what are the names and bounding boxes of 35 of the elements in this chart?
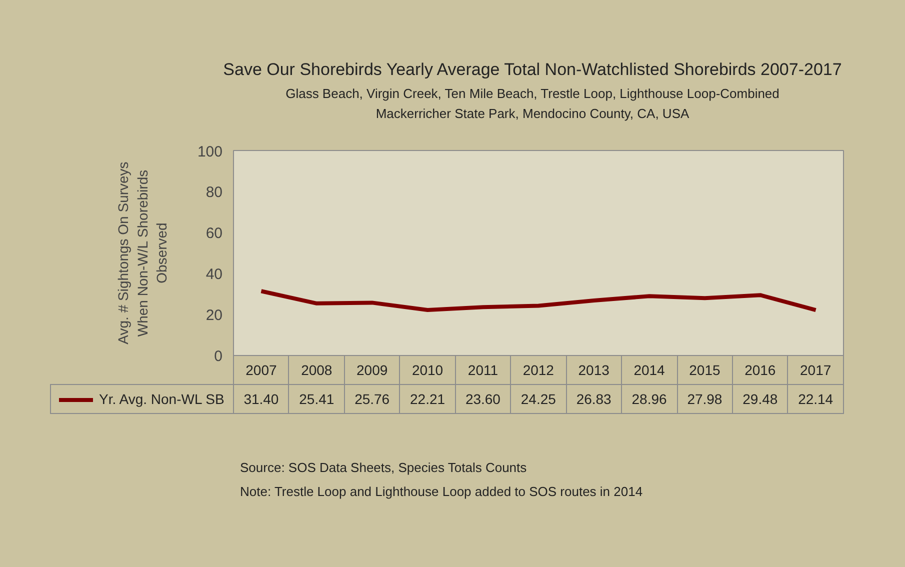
data-label: 26.83: [566, 384, 622, 414]
data-label: 25.76: [344, 384, 400, 414]
data-label: 24.25: [510, 384, 566, 414]
x-tick-label: 2008: [288, 356, 344, 384]
y-tick-label: 100: [197, 144, 223, 160]
x-tick-label: 2011: [455, 356, 511, 384]
source-note: Source: SOS Data Sheets, Species Totals Counts: [240, 459, 528, 477]
data-label: 31.40: [234, 384, 289, 414]
x-tick-label: 2013: [566, 356, 622, 384]
x-tick-label: 2015: [677, 356, 732, 384]
y-tick-label: 60: [206, 225, 223, 242]
x-tick-label: 2007: [234, 356, 289, 384]
chart-subtitle: Glass Beach, Virgin Creek, Ten Mile Beach, Trestle Loop, Lighthouse Loop-Combined Mackerricher State Park, Mendocino County, CA, USA: [284, 85, 780, 124]
y-axis-title: Avg. # Sightongs On Surveys When Non-W/L Shorebirds Observed: [115, 162, 170, 344]
data-label: 23.60: [455, 384, 511, 414]
data-label: 29.48: [732, 384, 788, 414]
x-tick-label: 2014: [622, 356, 677, 384]
x-tick-label: 2016: [732, 356, 788, 384]
x-tick-label: 2017: [788, 356, 844, 384]
data-label: 27.98: [677, 384, 732, 414]
chart-title: Save Our Shorebirds Yearly Average Total Non-Watchlisted Shorebirds 2007-2017: [222, 59, 843, 81]
line-series: [259, 289, 818, 312]
y-tick-label: 40: [206, 266, 223, 283]
x-tick-label: 2012: [510, 356, 566, 384]
x-tick-label: 2009: [344, 356, 400, 384]
text: Note: Trestle Loop and Lighthouse Loop added to SOS routes in 2014: [240, 482, 644, 501]
data-label: 25.41: [288, 384, 344, 414]
legend-label: Yr. Avg. Non-WL SB: [50, 384, 234, 414]
y-tick-label: 80: [206, 184, 223, 201]
data-label: 22.21: [400, 384, 456, 414]
data-label: 28.96: [622, 384, 677, 414]
data-label: 22.14: [788, 384, 844, 414]
y-tick-label: 20: [206, 307, 223, 324]
x-tick-label: 2010: [400, 356, 456, 384]
y-tick-label: 0: [214, 348, 222, 365]
